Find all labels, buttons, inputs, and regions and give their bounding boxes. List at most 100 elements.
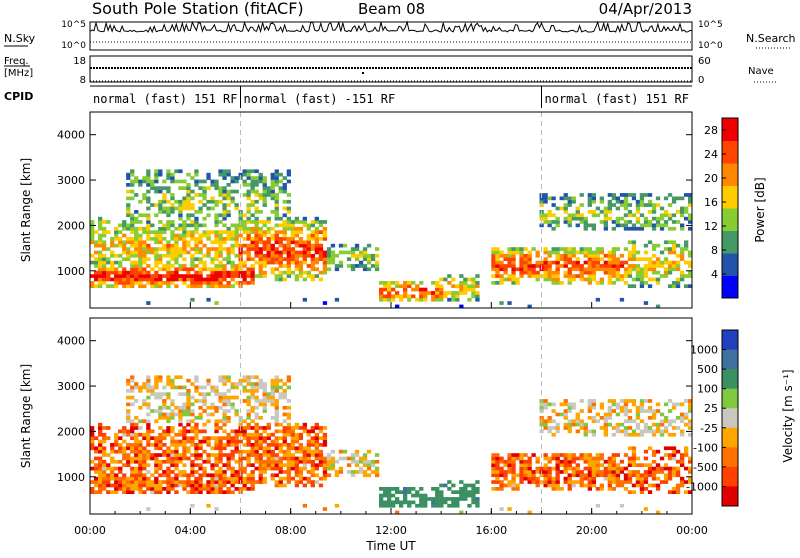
power-cell <box>242 281 247 285</box>
power-cell <box>639 267 645 272</box>
power-cell <box>194 240 199 245</box>
velocity-cell <box>571 419 576 424</box>
velocity-cell <box>174 446 179 451</box>
power-cell <box>684 240 689 245</box>
power-cell <box>94 243 99 248</box>
power-cell <box>306 233 311 238</box>
velocity-cell <box>190 382 195 386</box>
velocity-cell <box>688 422 693 427</box>
power-cell <box>262 243 267 248</box>
power-cell <box>198 206 203 211</box>
velocity-cell <box>118 466 123 471</box>
velocity-cell <box>383 490 388 494</box>
power-cell <box>134 179 139 184</box>
velocity-cell <box>451 490 456 494</box>
power-cell <box>198 267 203 272</box>
power-cell <box>138 257 143 261</box>
power-cell <box>290 233 295 238</box>
power-cell <box>178 267 183 272</box>
power-cell <box>114 274 119 278</box>
power-cell <box>174 179 179 184</box>
velocity-cell <box>174 473 179 478</box>
velocity-cell <box>166 449 171 454</box>
velocity-cell <box>499 470 504 474</box>
velocity-cell <box>230 402 235 407</box>
power-cell <box>234 267 239 272</box>
velocity-cell <box>230 449 235 454</box>
velocity-cell <box>567 459 572 464</box>
velocity-cell <box>675 490 681 494</box>
power-cell <box>523 267 528 272</box>
velocity-cell <box>138 483 143 488</box>
velocity-cell <box>423 497 428 501</box>
velocity-cell <box>90 436 95 440</box>
power-cell <box>122 243 127 248</box>
power-cell <box>511 277 516 282</box>
power-cell <box>242 193 247 197</box>
power-cell <box>282 233 287 238</box>
velocity-cell <box>246 416 251 420</box>
power-cell <box>194 193 199 197</box>
power-cell <box>559 253 564 258</box>
power-cell <box>166 199 171 204</box>
power-cell <box>258 253 263 258</box>
power-cell <box>583 216 588 221</box>
power-cell <box>527 253 532 258</box>
power-cell <box>206 186 211 190</box>
power-cell <box>667 193 673 197</box>
velocity-cell <box>126 389 131 393</box>
velocity-cell <box>623 412 629 417</box>
velocity-cell <box>290 436 295 440</box>
velocity-cell <box>282 432 287 437</box>
power-cell <box>383 297 388 302</box>
power-cell <box>266 226 271 231</box>
velocity-cell <box>146 483 151 488</box>
velocity-cell <box>226 453 231 457</box>
velocity-cell <box>680 416 685 420</box>
power-cell <box>595 257 600 261</box>
power-cell <box>206 284 211 288</box>
power-cell <box>130 189 135 194</box>
velocity-cell <box>230 476 235 481</box>
velocity-cell <box>322 439 328 444</box>
velocity-cell <box>234 470 239 474</box>
power-cell <box>387 291 392 295</box>
power-cell <box>298 220 303 224</box>
velocity-cell <box>688 419 693 424</box>
velocity-cell <box>130 459 135 464</box>
power-cell <box>607 270 612 275</box>
velocity-cell <box>471 483 476 488</box>
velocity-cell <box>583 473 588 478</box>
power-cell <box>306 253 311 258</box>
power-cell <box>302 220 307 224</box>
power-cell <box>254 250 259 255</box>
power-cell <box>210 257 215 261</box>
power-cell <box>250 203 255 207</box>
velocity-cell <box>326 466 332 471</box>
velocity-cell <box>254 459 259 464</box>
velocity-cell <box>274 389 279 393</box>
power-cell <box>671 250 677 255</box>
velocity-cell <box>519 456 524 461</box>
velocity-cell <box>503 476 508 481</box>
power-cell <box>619 216 625 221</box>
power-cell <box>310 253 315 258</box>
power-cell <box>126 274 131 278</box>
velocity-cell <box>451 503 456 508</box>
velocity-cell <box>230 439 235 444</box>
velocity-cell <box>102 480 107 484</box>
velocity-cell <box>186 378 191 383</box>
power-cell <box>322 267 328 272</box>
power-cell <box>138 247 143 251</box>
velocity-cell <box>655 487 661 491</box>
velocity-cell <box>543 480 548 484</box>
power-cell <box>611 281 616 285</box>
velocity-cell <box>90 439 95 444</box>
velocity-cell <box>154 453 159 457</box>
velocity-cell <box>491 473 496 478</box>
power-cell <box>170 270 175 275</box>
velocity-cell <box>306 476 311 481</box>
velocity-cell <box>262 426 267 430</box>
velocity-cell <box>643 473 649 478</box>
velocity-cell <box>126 412 131 417</box>
